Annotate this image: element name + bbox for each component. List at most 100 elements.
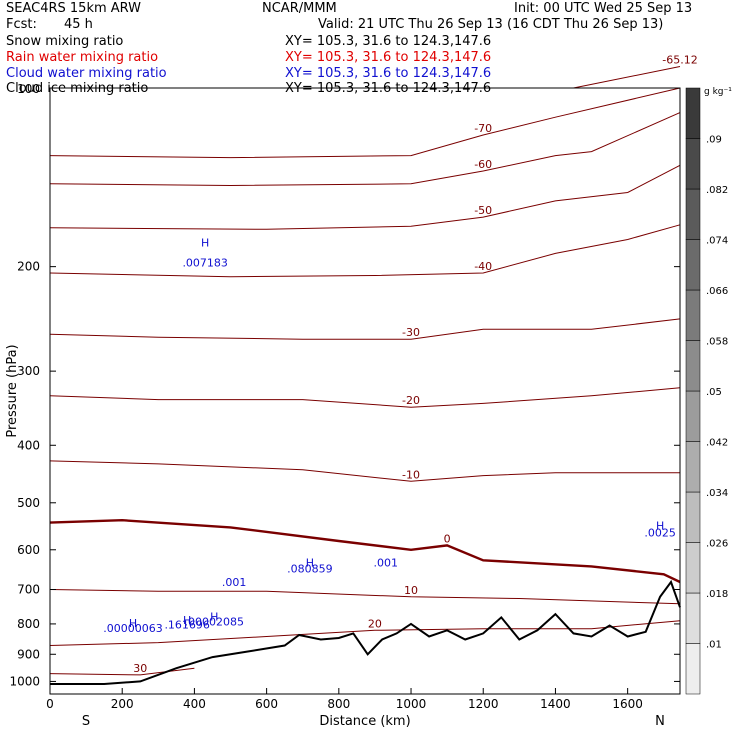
isotherm-line	[49, 387, 681, 408]
right-end-label: N	[655, 714, 665, 729]
colorbar-tick-label: .082	[706, 185, 728, 196]
x-tick-label: 1200	[468, 697, 499, 711]
isotherm-label: 30	[133, 662, 147, 675]
isotherm-line	[573, 66, 681, 89]
colorbar-segment	[685, 340, 701, 392]
y-tick-label: 400	[17, 438, 40, 452]
isotherms: -70 -65.12 -60 -50 -40 -30 -20 -10 0 10 20 30	[49, 54, 698, 676]
isotherm-label: -50	[474, 204, 492, 217]
isotherm-label: -70	[474, 122, 492, 135]
x-axis-label: Distance (km)	[319, 714, 410, 729]
x-tick-label: 600	[255, 697, 278, 711]
legend-rain-xy: XY= 105.3, 31.6 to 124.3,147.6	[285, 50, 492, 65]
y-tick-label: 200	[17, 260, 40, 274]
colorbar-tick-label: .05	[706, 387, 722, 398]
isotherm-label: 20	[368, 617, 382, 630]
isotherm-line	[49, 164, 681, 230]
annotation-label: .0025	[644, 527, 676, 540]
legend-cloudwater-xy: XY= 105.3, 31.6 to 124.3,147.6	[285, 66, 492, 81]
x-tick-label: 200	[111, 697, 134, 711]
isotherm-label: 10	[404, 584, 418, 597]
y-tick-label: 300	[17, 364, 40, 378]
isotherm-label: -10	[402, 468, 420, 481]
isotherm-line	[49, 224, 681, 278]
model-title: SEAC4RS 15km ARW	[6, 1, 142, 16]
y-tick-label: 1000	[9, 674, 40, 688]
x-tick-label: 800	[327, 697, 350, 711]
legend-snow-xy: XY= 105.3, 31.6 to 124.3,147.6	[285, 34, 492, 49]
annotation-label: .00000063	[103, 622, 163, 635]
legend-rain-name: Rain water mixing ratio	[6, 50, 159, 65]
annotation-label: H	[306, 556, 314, 569]
colorbar-units: g kg⁻¹	[704, 87, 732, 97]
colorbar-tick-label: .034	[706, 488, 728, 499]
annotation-label: .00002085	[185, 616, 245, 629]
colorbar-segment	[685, 441, 701, 493]
colorbar-tick-label: .018	[706, 589, 728, 600]
y-tick-label: 700	[17, 583, 40, 597]
init-time: Init: 00 UTC Wed 25 Sep 13	[514, 1, 693, 16]
left-end-label: S	[82, 714, 90, 729]
annotation-label: H	[183, 614, 191, 627]
colorbar-tick-label: .09	[706, 135, 722, 146]
y-tick-label: 500	[17, 496, 40, 510]
isotherm-label: -20	[402, 394, 420, 407]
isotherm-line	[49, 589, 681, 605]
colorbar-tick-label: .026	[706, 539, 728, 550]
legend-cloudwater-name: Cloud water mixing ratio	[6, 66, 167, 81]
annotation-label: .001	[374, 556, 399, 569]
forecast-hours: 45 h	[64, 17, 93, 32]
isotherm-label: -60	[474, 158, 492, 171]
x-tick-label: 400	[183, 697, 206, 711]
annotation-label: H	[129, 617, 137, 630]
x-tick-label: 1600	[612, 697, 643, 711]
terrain-line	[50, 579, 681, 685]
isotherm-line	[49, 620, 681, 646]
isotherm-line	[49, 87, 681, 159]
annotation-label: .080859	[287, 562, 333, 575]
isotherm-line	[49, 518, 681, 584]
colorbar-tick-label: .042	[706, 438, 728, 449]
colorbar-segment	[685, 542, 701, 594]
isotherm-label: -65.12	[662, 54, 697, 67]
valid-time: Valid: 21 UTC Thu 26 Sep 13 (16 CDT Thu …	[318, 17, 664, 32]
org-title: NCAR/MMM	[262, 1, 337, 16]
colorbar-segment	[685, 491, 701, 543]
forecast-label: Fcst:	[6, 17, 37, 32]
colorbar-segment	[685, 138, 701, 190]
colorbar-tick-label: .058	[706, 337, 728, 348]
isotherm-line	[49, 112, 681, 187]
isotherm-line	[49, 667, 195, 676]
colorbar-segment	[685, 289, 701, 341]
isotherm-label: -30	[402, 326, 420, 339]
colorbar-segment	[685, 390, 701, 442]
legend-snow-name: Snow mixing ratio	[6, 34, 124, 49]
y-top-tick-label: 100	[17, 82, 40, 96]
y-axis-label: Pressure (hPa)	[5, 344, 20, 437]
isotherm-label: 0	[444, 532, 451, 545]
annotation-label: H	[210, 611, 218, 624]
annotations: H.007183H.080859.001.001H.161696H.000020…	[103, 237, 676, 635]
annotation-label: .007183	[182, 257, 228, 270]
annotation-label: H	[656, 520, 664, 533]
colorbar-segment	[685, 239, 701, 291]
annotation-label: .161696	[164, 619, 210, 632]
plot-frame	[49, 87, 681, 695]
colorbar-tick-label: .066	[706, 286, 728, 297]
colorbar: .01 .018 .026 .034 .042 .05 .058 .066 .074 .082 .0…	[685, 87, 732, 695]
x-tick-label: 1400	[540, 697, 571, 711]
colorbar-tick-label: .074	[706, 236, 728, 247]
annotation-label: H	[201, 237, 209, 250]
y-tick-label: 800	[17, 617, 40, 631]
y-tick-label: 600	[17, 543, 40, 557]
colorbar-segment	[685, 87, 701, 139]
x-axis: 0 200 400 600 800 1000 1200 1400 1600	[46, 688, 643, 711]
isotherm-label: -40	[474, 260, 492, 273]
y-tick-label: 900	[17, 647, 40, 661]
annotation-label: .001	[222, 576, 247, 589]
isotherm-line	[49, 318, 681, 340]
colorbar-segment	[685, 643, 701, 695]
isotherm-line	[49, 460, 680, 482]
